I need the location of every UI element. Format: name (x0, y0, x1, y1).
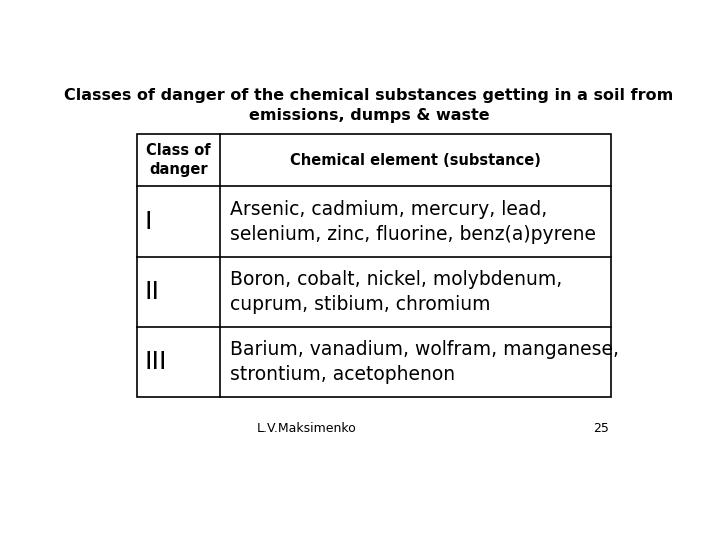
Text: 25: 25 (593, 422, 609, 435)
Text: Class of
danger: Class of danger (146, 144, 211, 177)
Text: Classes of danger of the chemical substances getting in a soil from
emissions, d: Classes of danger of the chemical substa… (64, 88, 674, 123)
Text: L.V.Maksimenko: L.V.Maksimenko (257, 422, 357, 435)
Text: II: II (144, 280, 159, 304)
Text: III: III (144, 350, 167, 374)
Bar (137, 134, 611, 397)
Text: Boron, cobalt, nickel, molybdenum,
cuprum, stibium, chromium: Boron, cobalt, nickel, molybdenum, cupru… (230, 270, 562, 314)
Text: Arsenic, cadmium, mercury, lead,
selenium, zinc, fluorine, benz(a)pyrene: Arsenic, cadmium, mercury, lead, seleniu… (230, 200, 595, 244)
Text: Chemical element (substance): Chemical element (substance) (290, 153, 541, 168)
Text: I: I (144, 210, 152, 234)
Text: Barium, vanadium, wolfram, manganese,
strontium, acetophenon: Barium, vanadium, wolfram, manganese, st… (230, 340, 618, 384)
